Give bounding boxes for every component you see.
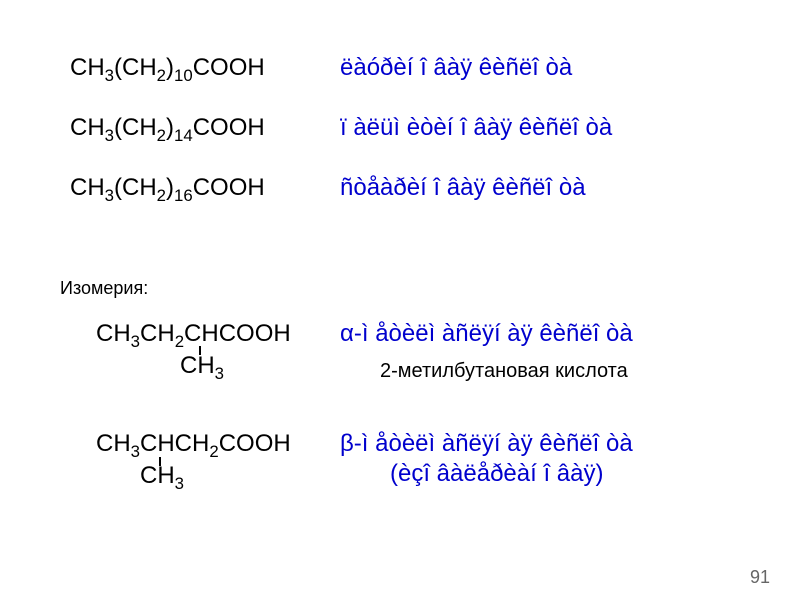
isomer-2-name-1: β-ì åòèëì àñëÿí àÿ êèñëî òà <box>340 430 633 458</box>
name-1: ëàóðèí î âàÿ êèñëî òà <box>340 54 572 82</box>
isomer-1-subtitle: 2-метилбутановая кислота <box>380 360 628 383</box>
isomer-2-name-2: (èçî âàëåðèàí î âàÿ) <box>390 460 603 488</box>
page-number: 91 <box>750 567 770 588</box>
isomer-2-branch: CH3 <box>140 462 184 490</box>
name-2: ï àëüì èòèí î âàÿ êèñëî òà <box>340 114 612 142</box>
formula-1: CH3(CH2)10COOH <box>70 54 265 82</box>
formula-2: CH3(CH2)14COOH <box>70 114 265 142</box>
name-3: ñòåàðèí î âàÿ êèñëî òà <box>340 174 586 202</box>
isomer-1-main: CH3CH2CHCOOH <box>96 320 291 348</box>
isomer-2-main: CH3CHCH2COOH <box>96 430 291 458</box>
isomer-1-branch: CH3 <box>180 352 224 380</box>
formula-3: CH3(CH2)16COOH <box>70 174 265 202</box>
section-label: Изомерия: <box>60 278 148 299</box>
isomer-1-name: α-ì åòèëì àñëÿí àÿ êèñëî òà <box>340 320 633 348</box>
